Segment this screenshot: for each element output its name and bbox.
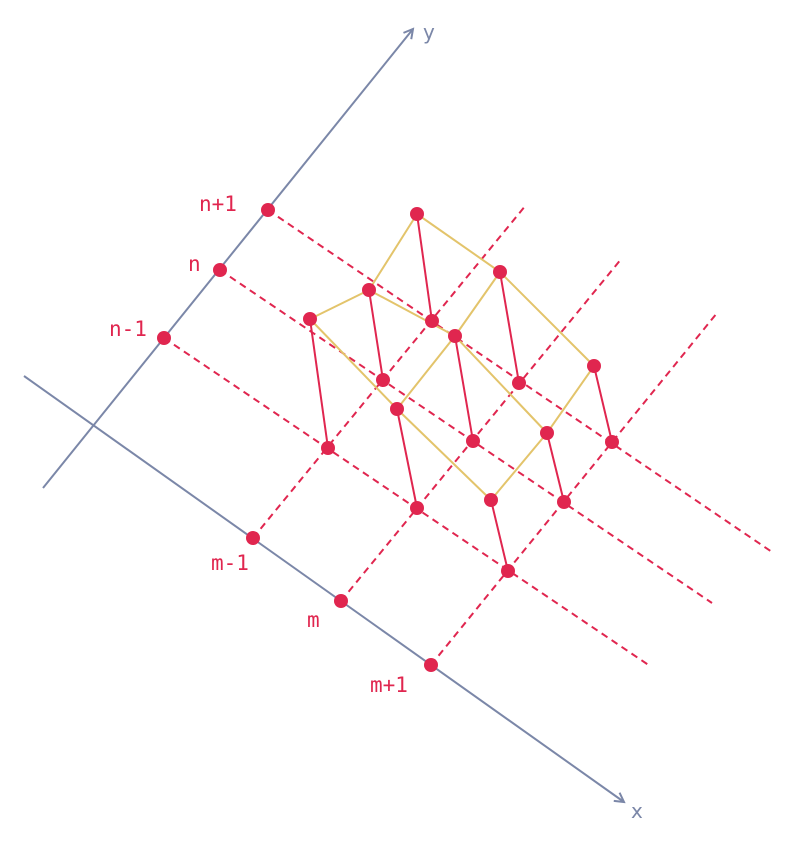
surface-point (448, 329, 462, 343)
value-stem (416, 213, 433, 322)
y-tick-point (157, 331, 171, 345)
x-tick-label-m: m (307, 608, 320, 632)
surface-point (540, 426, 554, 440)
value-stem (309, 318, 329, 449)
value-stem (490, 499, 509, 572)
surface-line (416, 213, 595, 367)
x-tick-point (424, 658, 438, 672)
grid-node-point (321, 441, 335, 455)
surface-line (309, 213, 418, 320)
grid-line-col-m (340, 257, 623, 602)
grid-node-point (501, 564, 515, 578)
grid-node-point (512, 376, 526, 390)
y-axis (42, 29, 413, 489)
surface-point (484, 493, 498, 507)
grid-line-col-m-minus-1 (252, 204, 527, 539)
y-tick-label-n: n (188, 252, 201, 276)
grid-node-point (466, 434, 480, 448)
y-tick-label-n-plus-1: n+1 (199, 192, 237, 216)
x-axis (23, 375, 624, 802)
grid-node-point (376, 373, 390, 387)
value-stem (546, 432, 565, 503)
y-axis-label: y (423, 20, 435, 44)
x-tick-label-m-plus-1: m+1 (370, 673, 408, 697)
surface-point (390, 402, 404, 416)
surface-point (587, 359, 601, 373)
x-tick-point (246, 531, 260, 545)
value-stem (454, 335, 474, 442)
grid-line-col-m-plus-1 (430, 312, 718, 666)
y-tick-label-n-minus-1: n-1 (109, 317, 147, 341)
value-stem (593, 365, 613, 443)
grid-node-point (410, 501, 424, 515)
x-tick-point (334, 594, 348, 608)
grid-node-point (425, 314, 439, 328)
y-tick-point (213, 263, 227, 277)
surface-line (396, 271, 501, 410)
surface-point (303, 312, 317, 326)
y-tick-point (261, 203, 275, 217)
surface-point (410, 207, 424, 221)
value-stem (499, 271, 520, 384)
grid-node-point (605, 435, 619, 449)
grid-node-point (557, 495, 571, 509)
x-tick-label-m-minus-1: m-1 (211, 551, 249, 575)
surface-point (493, 265, 507, 279)
value-stem (368, 289, 384, 381)
surface-point (362, 283, 376, 297)
value-stem (396, 408, 418, 509)
x-axis-label: x (631, 799, 643, 823)
grid-line-row-n (219, 269, 713, 604)
grid-line-row-n-minus-1 (163, 337, 651, 667)
